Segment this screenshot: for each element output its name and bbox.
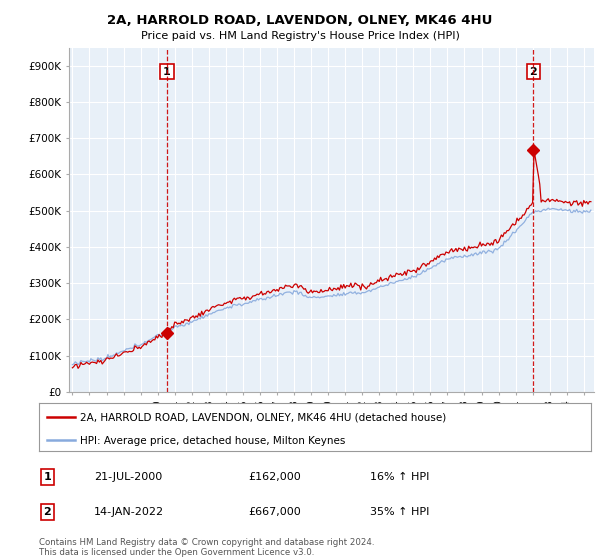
Text: 21-JUL-2000: 21-JUL-2000	[94, 472, 163, 482]
Text: 2A, HARROLD ROAD, LAVENDON, OLNEY, MK46 4HU (detached house): 2A, HARROLD ROAD, LAVENDON, OLNEY, MK46 …	[80, 413, 446, 422]
Text: £162,000: £162,000	[249, 472, 302, 482]
Text: 2: 2	[43, 507, 51, 517]
Text: 1: 1	[163, 67, 171, 77]
Text: £667,000: £667,000	[249, 507, 302, 517]
Text: HPI: Average price, detached house, Milton Keynes: HPI: Average price, detached house, Milt…	[80, 436, 346, 446]
Text: 16% ↑ HPI: 16% ↑ HPI	[370, 472, 430, 482]
Text: 1: 1	[43, 472, 51, 482]
Text: 14-JAN-2022: 14-JAN-2022	[94, 507, 164, 517]
Text: 35% ↑ HPI: 35% ↑ HPI	[370, 507, 430, 517]
Text: Contains HM Land Registry data © Crown copyright and database right 2024.
This d: Contains HM Land Registry data © Crown c…	[39, 538, 374, 557]
Text: 2A, HARROLD ROAD, LAVENDON, OLNEY, MK46 4HU: 2A, HARROLD ROAD, LAVENDON, OLNEY, MK46 …	[107, 14, 493, 27]
Text: Price paid vs. HM Land Registry's House Price Index (HPI): Price paid vs. HM Land Registry's House …	[140, 31, 460, 41]
Text: 2: 2	[529, 67, 537, 77]
